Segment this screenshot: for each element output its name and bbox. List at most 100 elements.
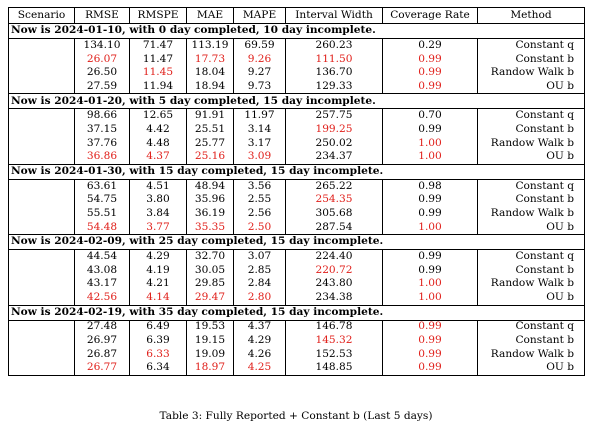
table-row: 27.59 11.94 18.94 9.73 129.33 0.99 OU b: [9, 79, 585, 94]
interval-width-cell: 243.80: [285, 277, 383, 291]
mape-cell: 3.09: [233, 150, 286, 165]
header-coverage-rate: Coverage Rate: [382, 7, 478, 24]
method-cell: OU b: [477, 290, 585, 305]
header-row: Scenario RMSE RMSPE MAE MAPE Interval Wi…: [8, 7, 585, 24]
coverage-rate-cell: 0.99: [382, 193, 478, 207]
rmse-cell: 27.59: [74, 79, 130, 94]
coverage-rate-cell: 1.00: [382, 290, 478, 305]
rmspe-cell: 3.77: [129, 220, 187, 235]
table-header: Scenario RMSE RMSPE MAE MAPE Interval Wi…: [8, 7, 585, 24]
method-cell: Randow Walk b: [477, 206, 585, 221]
mae-cell: 19.15: [186, 334, 234, 348]
scenario-cell: [9, 53, 75, 67]
mae-cell: 18.04: [186, 66, 234, 80]
rmspe-cell: 6.39: [129, 334, 187, 348]
coverage-rate-cell: 0.99: [382, 334, 478, 348]
scenario-cell: [9, 221, 75, 235]
method-cell: Constant q: [477, 179, 585, 194]
coverage-rate-cell: 0.99: [382, 66, 478, 80]
rmspe-cell: 6.49: [129, 320, 187, 335]
table-row: 63.61 4.51 48.94 3.56 265.22 0.98 Constant q: [9, 179, 585, 194]
mape-cell: 3.56: [233, 179, 286, 194]
scenario-cell: [9, 137, 75, 151]
mape-cell: 2.84: [233, 277, 286, 291]
table-row: 37.15 4.42 25.51 3.14 199.25 0.99 Constant b: [9, 122, 585, 137]
interval-width-cell: 260.23: [285, 38, 383, 53]
coverage-rate-cell: 0.99: [382, 249, 478, 264]
mape-cell: 9.27: [233, 66, 286, 80]
rmse-cell: 63.61: [74, 179, 130, 194]
mae-cell: 113.19: [186, 38, 234, 53]
table-row: 26.50 11.45 18.04 9.27 136.70 0.99 Randow Walk…: [9, 66, 585, 80]
header-method: Method: [477, 7, 585, 24]
mape-cell: 2.56: [233, 206, 286, 221]
scenario-cell: [9, 66, 75, 80]
rmspe-cell: 4.29: [129, 249, 187, 264]
scenario-cell: [9, 361, 75, 375]
interval-width-cell: 234.37: [285, 150, 383, 165]
table-row: 98.66 12.65 91.91 11.97 257.75 0.70 Constant q: [9, 108, 585, 123]
rmse-cell: 55.51: [74, 206, 130, 221]
table-row: 44.54 4.29 32.70 3.07 224.40 0.99 Constant q: [9, 249, 585, 264]
scenario-cell: [9, 123, 75, 137]
header-rmspe: RMSPE: [129, 7, 187, 24]
mae-cell: 35.35: [186, 220, 234, 235]
table-caption: Table 3: Fully Reported + Constant b (La…: [159, 410, 433, 422]
mape-cell: 2.55: [233, 193, 286, 207]
coverage-rate-cell: 1.00: [382, 136, 478, 151]
mae-cell: 29.47: [186, 290, 234, 305]
mae-cell: 36.19: [186, 206, 234, 221]
mape-cell: 11.97: [233, 108, 286, 123]
rmspe-cell: 6.34: [129, 361, 187, 376]
scenario-cell: [9, 250, 75, 264]
method-cell: Constant b: [477, 334, 585, 348]
table-row: 43.08 4.19 30.05 2.85 220.72 0.99 Constant b: [9, 263, 585, 278]
method-cell: Randow Walk b: [477, 66, 585, 80]
rmse-cell: 43.17: [74, 277, 130, 291]
rmse-cell: 26.50: [74, 66, 130, 80]
scenario-cell: [9, 80, 75, 94]
scenario-cell: [9, 207, 75, 221]
method-cell: Constant b: [477, 193, 585, 207]
mape-cell: 3.17: [233, 136, 286, 151]
scenario-cell: [9, 39, 75, 53]
scenario-cell: [9, 291, 75, 305]
table-row: 54.75 3.80 35.96 2.55 254.35 0.99 Constant b: [9, 193, 585, 207]
scenario-title: Now is 2024-01-30, with 15 day completed…: [8, 163, 585, 180]
table-row: 43.17 4.21 29.85 2.84 243.80 1.00 Randow Walk …: [9, 277, 585, 291]
interval-width-cell: 199.25: [285, 122, 383, 137]
table-row: 26.87 6.33 19.09 4.26 152.53 0.99 Randow Walk …: [9, 347, 585, 362]
coverage-rate-cell: 0.99: [382, 52, 478, 67]
interval-width-cell: 111.50: [285, 52, 383, 67]
method-cell: Randow Walk b: [477, 277, 585, 291]
mape-cell: 4.25: [233, 361, 286, 376]
header-mape: MAPE: [233, 7, 286, 24]
coverage-rate-cell: 0.99: [382, 206, 478, 221]
rmspe-cell: 6.33: [129, 347, 187, 362]
coverage-rate-cell: 0.98: [382, 179, 478, 194]
method-cell: OU b: [477, 220, 585, 235]
interval-width-cell: 152.53: [285, 347, 383, 362]
coverage-rate-cell: 0.99: [382, 79, 478, 94]
scenario-cell: [9, 193, 75, 207]
interval-width-cell: 220.72: [285, 263, 383, 278]
rmspe-cell: 4.14: [129, 290, 187, 305]
coverage-rate-cell: 1.00: [382, 277, 478, 291]
method-cell: Constant b: [477, 52, 585, 67]
interval-width-cell: 265.22: [285, 179, 383, 194]
interval-width-cell: 136.70: [285, 66, 383, 80]
coverage-rate-cell: 0.99: [382, 263, 478, 278]
scenario-title: Now is 2024-01-20, with 5 day completed,…: [8, 93, 585, 110]
coverage-rate-cell: 0.99: [382, 320, 478, 335]
rmse-cell: 26.77: [74, 361, 130, 376]
table-row: 54.48 3.77 35.35 2.50 287.54 1.00 OU b: [9, 220, 585, 235]
table-row: 37.76 4.48 25.77 3.17 250.02 1.00 Randow Walk …: [9, 136, 585, 151]
results-table: Scenario RMSE RMSPE MAE MAPE Interval Wi…: [8, 7, 585, 376]
mae-cell: 17.73: [186, 52, 234, 67]
rmse-cell: 26.07: [74, 52, 130, 67]
mae-cell: 19.09: [186, 347, 234, 362]
mape-cell: 2.80: [233, 290, 286, 305]
method-cell: Constant q: [477, 249, 585, 264]
rmse-cell: 44.54: [74, 249, 130, 264]
scenario-title: Now is 2024-02-09, with 25 day completed…: [8, 234, 585, 251]
